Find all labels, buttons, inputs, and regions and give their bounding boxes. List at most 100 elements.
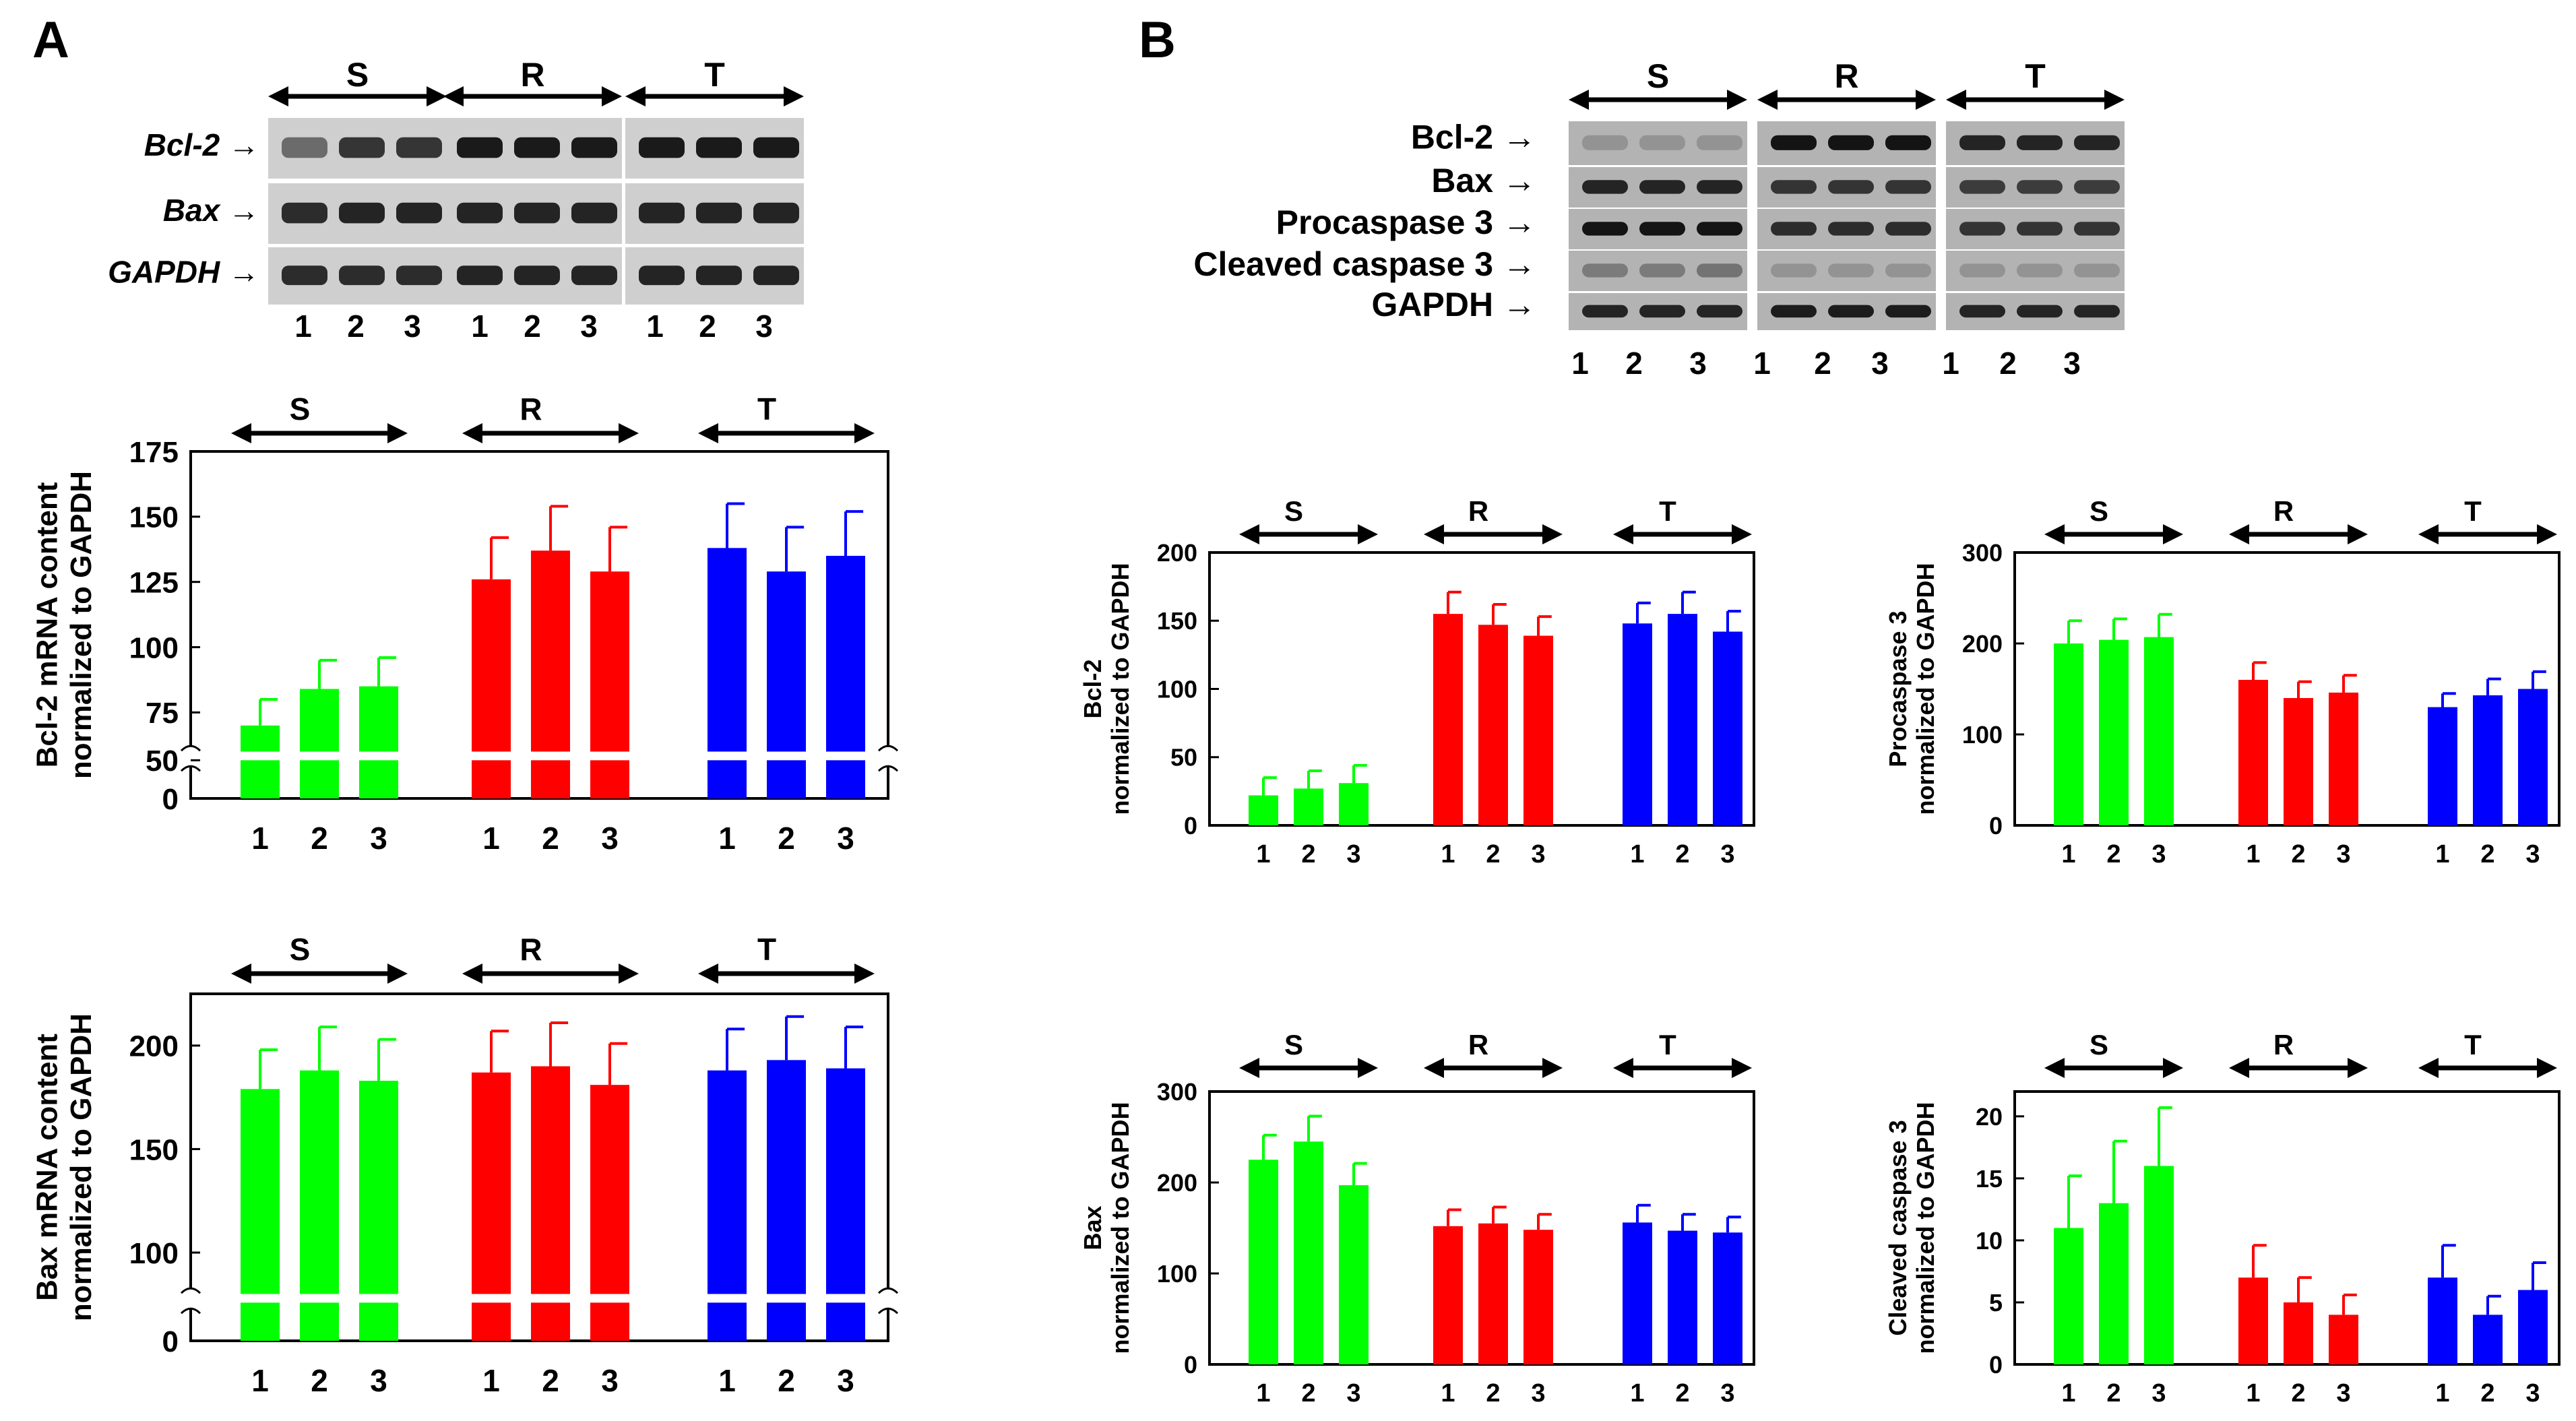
bar-S-2 (1294, 788, 1323, 825)
gel-band-T-2 (696, 202, 742, 224)
group-label-S: S (2090, 1029, 2108, 1061)
group-arrow-R-head-left (462, 423, 482, 443)
gel-lane-label: 2 (347, 309, 365, 344)
gel-band-S-3 (1697, 305, 1742, 318)
x-tick-label: 3 (837, 821, 854, 856)
bar-S-1 (1249, 1160, 1278, 1364)
gel-lane-label: 3 (580, 309, 598, 344)
y-tick-label: 75 (146, 697, 179, 730)
gel-lane-label: 1 (1571, 346, 1589, 381)
chart-b-procaspase3: 0 100 200 300 Procaspase 3 normalized to GAPD… (1884, 495, 2561, 869)
group-arrow-S-head-left (1239, 524, 1259, 544)
bar-lower-T-2 (767, 760, 806, 798)
group-arrow-R-head-right (619, 423, 639, 443)
gel-lane-label: 3 (1871, 346, 1889, 381)
group-arrow-T (698, 964, 875, 984)
gel-band-R-2 (514, 202, 560, 224)
bar-S-1 (2054, 1228, 2083, 1364)
gel-band-S-2 (1639, 180, 1685, 194)
x-tick-label: 1 (2435, 1379, 2449, 1408)
x-tick-label: 3 (2151, 840, 2166, 869)
x-tick-label: 2 (2480, 840, 2494, 869)
bar-T-2 (767, 1060, 806, 1294)
x-tick-label: 3 (601, 821, 619, 856)
group-arrow-T-head-right (854, 964, 875, 984)
x-tick-label: 2 (311, 821, 328, 856)
gel-band-S-1 (282, 137, 327, 158)
group-label-R: R (1468, 1029, 1488, 1061)
gel-row-label: Bax → (163, 193, 259, 228)
bar-S-1 (1249, 795, 1278, 825)
y-tick-label: 300 (1157, 1078, 1197, 1106)
group-arrow-T-head-right (2537, 524, 2557, 544)
group-arrow-S (1239, 1058, 1378, 1078)
y-tick-label: 150 (129, 501, 179, 534)
gel-strip-S (1569, 251, 1747, 291)
gel-row-label: Bcl-2 → (1411, 118, 1536, 156)
group-arrow-S-head-right (2163, 524, 2183, 544)
bar-T-2 (2473, 695, 2503, 825)
y-tick-label: 200 (1157, 1169, 1197, 1197)
bar-lower-S-2 (300, 1302, 339, 1341)
gel-band-S-3 (1697, 263, 1742, 278)
y-tick-label: 0 (162, 783, 179, 816)
bar-S-3 (1339, 783, 1369, 825)
gel-lane-label: 3 (755, 309, 773, 344)
gel-lane-label: 1 (294, 309, 312, 344)
x-tick-label: 1 (1256, 840, 1270, 869)
bar-lower-R-3 (590, 1302, 629, 1341)
chart-b-bax: 0 100 200 300 Bax normalized to GAPDH S 1 2 3 R 1 2 3… (1079, 1029, 1755, 1408)
bar-T-2 (2473, 1315, 2503, 1364)
x-tick-label: 1 (2246, 1379, 2260, 1408)
gel-group-arrow-R-head-left (1757, 90, 1778, 110)
group-label-S: S (1284, 495, 1303, 527)
gel-band-T-2 (696, 137, 742, 158)
y-tick-label: 125 (129, 567, 179, 600)
axis-break-mark-left-bottom (180, 765, 201, 772)
bar-lower-S-1 (241, 760, 280, 798)
gel-band-S-2 (1639, 263, 1685, 278)
y-tick-label: 200 (1157, 539, 1197, 567)
bar-S-2 (1294, 1141, 1323, 1364)
bar-T-2 (767, 571, 806, 752)
group-arrow-R-head-left (2229, 1058, 2249, 1078)
gel-lane-label: 2 (1814, 346, 1831, 381)
x-tick-label: 3 (601, 1363, 619, 1398)
group-arrow-R (1424, 524, 1563, 544)
axis-break-mark-right-bottom (877, 765, 899, 772)
gel-group-arrow-S-head-right (427, 86, 447, 106)
bar-T-1 (2428, 1277, 2457, 1364)
bar-R-1 (472, 579, 511, 752)
bar-lower-R-3 (590, 760, 629, 798)
bar-R-1 (472, 1072, 511, 1294)
bar-T-3 (2518, 1290, 2548, 1364)
gel-band-T-3 (2074, 222, 2120, 236)
axis-break-mark-right-bottom (877, 1307, 899, 1315)
axis-break-mark-right-top (877, 745, 899, 752)
gel-lane-label: 2 (1999, 346, 2017, 381)
group-arrow-S (231, 964, 408, 984)
gel-group-label-S: S (1647, 57, 1669, 95)
y-tick-label: 20 (1976, 1103, 2003, 1131)
gel-band-T-3 (2074, 263, 2120, 278)
gel-row-label: Procaspase 3 → (1276, 203, 1536, 241)
group-arrow-S-head-right (387, 423, 408, 443)
gel-band-R-2 (1828, 305, 1874, 318)
gel-group-arrow-S (1569, 90, 1747, 110)
group-arrow-T-head-left (1613, 1058, 1633, 1078)
group-arrow-T-head-right (1732, 524, 1752, 544)
group-arrow-S-head-left (1239, 1058, 1259, 1078)
gel-band-R-3 (571, 265, 617, 286)
gel-band-S-1 (1582, 263, 1628, 278)
group-arrow-R (462, 423, 639, 443)
y-axis-label: normalized to GAPDH (1106, 563, 1134, 815)
y-tick-label: 100 (1157, 675, 1197, 703)
group-label-T: T (757, 932, 776, 967)
group-label-R: R (520, 391, 542, 427)
x-tick-label: 3 (1720, 840, 1734, 869)
gel-band-S-1 (1582, 180, 1628, 194)
x-tick-label: 3 (370, 821, 387, 856)
group-arrow-T (698, 423, 875, 443)
gel-band-T-3 (753, 202, 799, 224)
